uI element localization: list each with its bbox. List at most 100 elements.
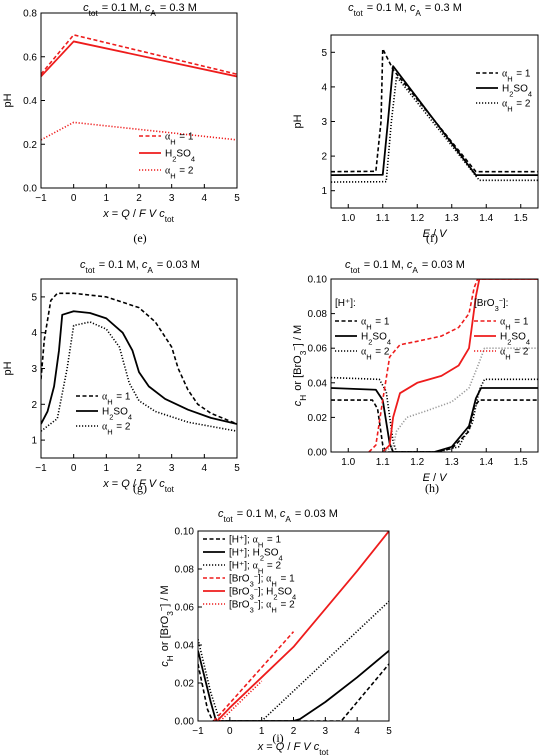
chart-panel-f: ctot = 0.1 M, cA = 0.3 M 1.0 1.1 1.2 1.3 1.4 1…: [292, 2, 539, 245]
series-line-1: [331, 65, 538, 177]
y-axis-label: cH or [BrO3−] / M: [290, 325, 308, 406]
y-tick-label: 0.6: [23, 52, 37, 63]
x-tick-label: 1.3: [445, 457, 459, 468]
x-tick-label: 0: [71, 193, 77, 204]
y-tick-label: 0.8: [23, 9, 37, 20]
legend-entry-bro3-label: H2SO4: [500, 332, 530, 347]
x-tick-label: 3: [169, 193, 175, 204]
legend-entry-label: [H⁺]; αH = 2: [229, 561, 282, 576]
chart-panel-g: ctot = 0.1 M, cA = 0.03 M −1 0 1 2 3 4 5 1 2 3 4 5 x …: [2, 259, 240, 495]
y-tick-label: 0.06: [308, 344, 328, 355]
x-axis-label: E / V: [423, 472, 449, 484]
x-tick-label: 2: [136, 463, 142, 474]
x-tick-label: 4: [354, 726, 360, 737]
plot-frame: [40, 278, 238, 459]
legend-entry-label: αH = 1: [165, 132, 194, 147]
x-tick-label: 3: [323, 726, 329, 737]
x-tick-label: 1.2: [410, 213, 424, 224]
series-line-5: [219, 680, 263, 721]
legend-entry-label: αH = 1: [102, 392, 131, 407]
y-axis-label: pH: [2, 93, 14, 107]
x-tick-label: 1.0: [341, 213, 355, 224]
legend-entry-label: αH = 2: [102, 422, 131, 437]
x-tick-label: −1: [35, 193, 47, 204]
y-tick-label: 5: [321, 48, 327, 59]
y-tick-label: 0.4: [23, 96, 37, 107]
x-tick-label: 5: [234, 463, 240, 474]
y-tick-label: 2: [321, 152, 327, 163]
y-tick-label: 0.02: [175, 679, 195, 690]
x-axis-label: x = Q / F V ctot: [257, 741, 330, 755]
y-tick-label: 0.00: [308, 448, 328, 459]
chart-title: ctot = 0.1 M, cA = 0.3 M: [348, 2, 462, 18]
legend-header-h: [H⁺]:: [335, 298, 356, 309]
y-tick-label: 0.04: [175, 641, 195, 652]
series-line-1: [41, 310, 237, 425]
series-line-2: [198, 600, 389, 721]
legend-entry-label: αH = 1: [502, 69, 531, 84]
legend-entry-label: [H⁺]; H2SO4: [229, 548, 283, 563]
x-tick-label: 1: [259, 726, 265, 737]
plot-frame: [330, 278, 539, 453]
legend-entry-label: H2SO4: [102, 407, 132, 422]
y-tick-label: 0.08: [175, 565, 195, 576]
legend-entry-label: αH = 2: [502, 99, 531, 114]
series-line-0: [41, 34, 237, 76]
y-tick-label: 0.00: [175, 717, 195, 728]
x-tick-label: 1.4: [479, 457, 493, 468]
y-tick-label: 3: [321, 117, 327, 128]
series-line-0: [41, 292, 237, 425]
y-tick-label: 2: [31, 400, 37, 411]
y-tick-label: 4: [321, 82, 327, 93]
x-tick-label: 1.4: [479, 213, 493, 224]
y-tick-label: 0.04: [308, 378, 328, 389]
chart-title: ctot = 0.1 M, cA = 0.03 M: [345, 259, 465, 275]
chart-title: ctot = 0.1 M, cA = 0.3 M: [83, 2, 197, 18]
x-tick-label: 5: [386, 726, 392, 737]
x-tick-label: 2: [136, 193, 142, 204]
legend-entry-h-label: αH = 2: [361, 347, 390, 362]
legend-entry-bro3-label: αH = 2: [500, 347, 529, 362]
y-tick-label: 0.2: [23, 140, 37, 151]
legend-header-bro3: [BrO3−]:: [474, 298, 508, 313]
series-group: [41, 34, 237, 141]
y-tick-label: 3: [31, 364, 37, 375]
y-tick-label: 0.08: [308, 309, 328, 320]
x-tick-label: 1.1: [376, 457, 390, 468]
x-tick-label: 1.0: [341, 457, 355, 468]
legend-entry-label: H2SO4: [165, 149, 195, 164]
x-tick-label: 1.2: [410, 457, 424, 468]
y-axis-label: pH: [2, 361, 14, 375]
legend-entry-h-label: αH = 1: [361, 317, 390, 332]
panel-caption: (i): [272, 731, 283, 745]
x-tick-label: 1: [104, 193, 110, 204]
x-tick-label: 4: [202, 193, 208, 204]
x-tick-label: 4: [202, 463, 208, 474]
series-group: [331, 48, 538, 183]
legend-entry-label: [BrO3−]; αH = 1: [229, 573, 295, 588]
series-line-0: [331, 48, 538, 173]
series-group: [198, 531, 389, 721]
chart-panel-e: ctot = 0.1 M, cA = 0.3 M −1 0 1 2 3 4 5 0.0 0.2 0.…: [2, 2, 240, 245]
y-tick-label: 5: [31, 292, 37, 303]
y-tick-label: 0.10: [175, 527, 195, 538]
x-tick-label: 1.3: [445, 213, 459, 224]
series-line-1: [331, 387, 538, 452]
series-line-3: [213, 631, 295, 721]
panel-caption: (h): [425, 481, 439, 495]
x-tick-label: 1.5: [514, 457, 528, 468]
x-axis-label: x = Q / F V ctot: [102, 478, 175, 494]
panel-caption: (f): [426, 231, 438, 245]
x-tick-label: 5: [234, 193, 240, 204]
x-axis-label: E / V: [423, 228, 449, 240]
y-tick-label: 4: [31, 328, 37, 339]
panel-caption: (g): [133, 481, 147, 495]
y-axis-label: cH or [BrO3−] / M: [157, 585, 175, 666]
series-line-4: [216, 531, 389, 721]
series-line-2: [331, 75, 538, 183]
series-line-2: [41, 321, 237, 432]
